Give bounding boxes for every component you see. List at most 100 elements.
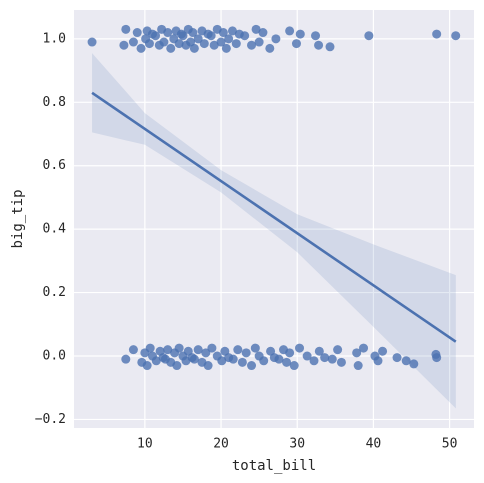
point bbox=[320, 353, 330, 363]
point bbox=[325, 42, 335, 52]
point bbox=[291, 39, 301, 49]
point bbox=[221, 43, 231, 53]
regression-line bbox=[91, 91, 457, 343]
point bbox=[201, 348, 211, 358]
point bbox=[174, 39, 184, 49]
x-tick-label: 30 bbox=[289, 437, 305, 452]
point bbox=[188, 28, 198, 38]
point bbox=[333, 345, 343, 355]
point bbox=[151, 31, 161, 41]
point bbox=[250, 343, 260, 353]
point bbox=[240, 31, 250, 41]
point bbox=[247, 40, 257, 50]
point bbox=[203, 361, 213, 371]
point bbox=[128, 345, 138, 355]
point bbox=[353, 361, 363, 371]
y-tick-label: 0.0 bbox=[43, 349, 66, 364]
y-tick-label: 1.0 bbox=[43, 31, 66, 46]
y-tick-label: 0.8 bbox=[43, 95, 66, 110]
point bbox=[217, 356, 227, 366]
point bbox=[451, 31, 461, 41]
point bbox=[163, 28, 173, 38]
point bbox=[218, 28, 228, 38]
point bbox=[233, 345, 243, 355]
point bbox=[378, 346, 388, 356]
point bbox=[311, 31, 321, 41]
x-tick-label: 20 bbox=[213, 437, 229, 452]
point bbox=[142, 361, 152, 371]
point bbox=[352, 348, 362, 358]
point bbox=[373, 356, 383, 366]
point bbox=[274, 354, 284, 364]
point bbox=[309, 356, 319, 366]
point bbox=[132, 28, 142, 38]
point bbox=[401, 356, 411, 366]
point bbox=[285, 26, 295, 36]
point bbox=[87, 37, 97, 47]
point bbox=[295, 343, 305, 353]
point bbox=[166, 43, 176, 53]
point bbox=[228, 354, 238, 364]
point bbox=[163, 345, 173, 355]
point bbox=[174, 343, 184, 353]
point bbox=[119, 40, 129, 50]
point bbox=[364, 31, 374, 41]
point bbox=[314, 40, 324, 50]
point bbox=[302, 351, 312, 361]
point bbox=[193, 34, 203, 44]
point bbox=[271, 34, 281, 44]
point bbox=[285, 348, 295, 358]
point bbox=[409, 359, 419, 369]
point bbox=[432, 29, 442, 39]
point bbox=[172, 361, 182, 371]
point bbox=[259, 356, 269, 366]
point bbox=[206, 31, 216, 41]
point bbox=[209, 40, 219, 50]
point bbox=[128, 37, 138, 47]
point bbox=[282, 357, 292, 367]
y-tick-label: 0.4 bbox=[43, 222, 67, 237]
point bbox=[144, 39, 154, 49]
point bbox=[251, 24, 261, 34]
x-tick-label: 50 bbox=[442, 437, 458, 452]
point bbox=[247, 361, 257, 371]
point bbox=[227, 26, 237, 36]
point bbox=[241, 348, 251, 358]
point bbox=[193, 345, 203, 355]
point bbox=[199, 39, 209, 49]
point bbox=[295, 29, 305, 39]
point bbox=[289, 361, 299, 371]
point bbox=[327, 354, 337, 364]
point bbox=[189, 43, 199, 53]
point bbox=[136, 43, 146, 53]
y-tick-label: −0.2 bbox=[35, 412, 66, 427]
point bbox=[216, 37, 226, 47]
point bbox=[237, 357, 247, 367]
point bbox=[336, 357, 346, 367]
y-axis-label: big_tip bbox=[10, 189, 26, 248]
point bbox=[159, 37, 169, 47]
confidence-band bbox=[92, 53, 456, 409]
point bbox=[151, 356, 161, 366]
point bbox=[392, 353, 402, 363]
point bbox=[145, 343, 155, 353]
point bbox=[359, 343, 369, 353]
point bbox=[314, 346, 324, 356]
point bbox=[189, 354, 199, 364]
point bbox=[254, 37, 264, 47]
point bbox=[207, 343, 217, 353]
point bbox=[121, 24, 131, 34]
x-axis-label: total_bill bbox=[232, 458, 316, 474]
point bbox=[231, 39, 241, 49]
point bbox=[121, 354, 131, 364]
point bbox=[224, 34, 234, 44]
point bbox=[178, 31, 188, 41]
y-tick-label: 0.6 bbox=[43, 158, 66, 173]
y-tick-label: 0.2 bbox=[43, 285, 66, 300]
x-tick-label: 10 bbox=[137, 437, 153, 452]
x-tick-label: 40 bbox=[366, 437, 382, 452]
point bbox=[265, 43, 275, 53]
point bbox=[432, 353, 442, 363]
point bbox=[258, 28, 268, 38]
